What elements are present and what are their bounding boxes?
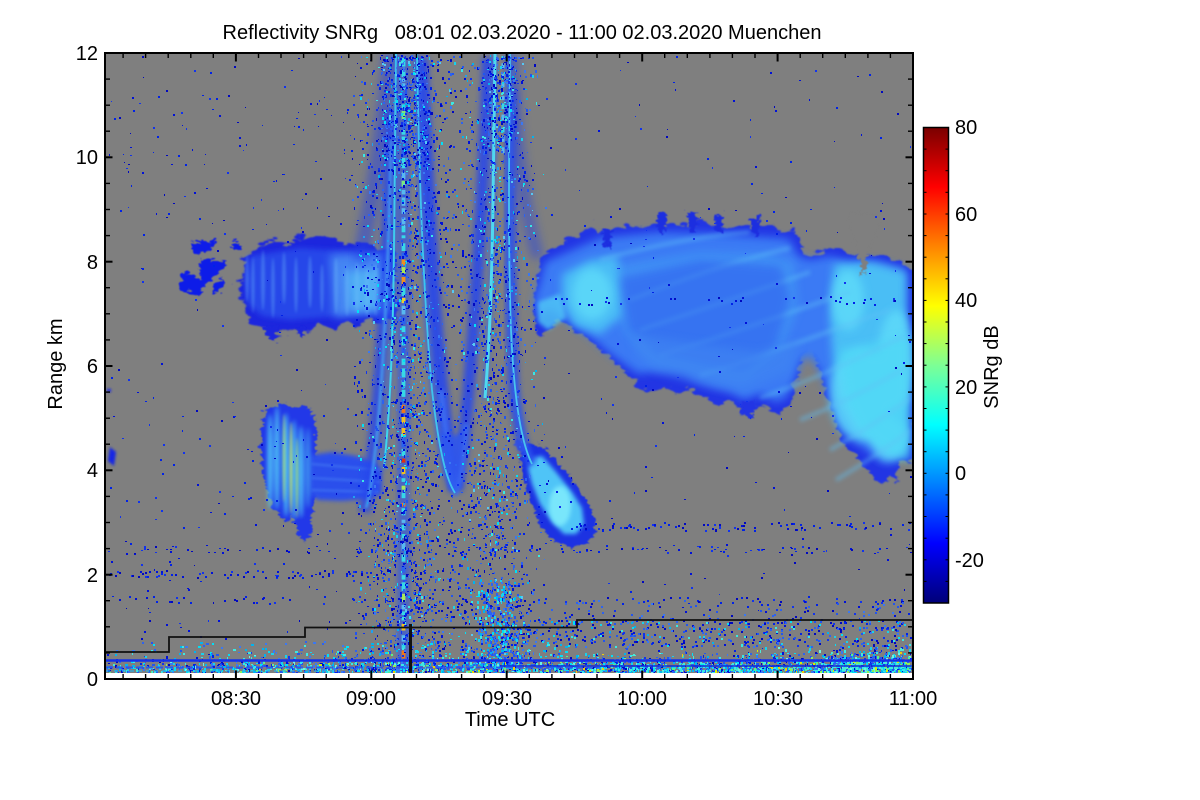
svg-text:60: 60 [955,204,977,226]
svg-text:8: 8 [87,252,98,274]
svg-text:09:30: 09:30 [482,688,532,710]
svg-text:20: 20 [955,377,977,399]
svg-text:09:00: 09:00 [346,688,396,710]
svg-text:2: 2 [87,565,98,587]
svg-text:12: 12 [76,43,98,65]
svg-text:SNRg dB: SNRg dB [981,325,1003,408]
svg-text:6: 6 [87,356,98,378]
svg-text:10:30: 10:30 [753,688,803,710]
svg-text:08:30: 08:30 [211,688,261,710]
svg-text:Range km: Range km [45,318,67,409]
svg-text:40: 40 [955,290,977,312]
svg-text:80: 80 [955,117,977,139]
svg-text:10:00: 10:00 [617,688,667,710]
svg-text:11:00: 11:00 [889,688,938,710]
svg-text:10: 10 [76,147,98,169]
svg-text:Reflectivity SNRg 08:01 02.0: Reflectivity SNRg 08:01 02.03.2020 - 11:… [223,22,822,44]
svg-text:0: 0 [87,669,98,691]
svg-text:4: 4 [87,460,98,482]
svg-text:Time UTC: Time UTC [465,709,555,731]
svg-text:0: 0 [955,463,966,485]
svg-text:-20: -20 [955,550,984,572]
